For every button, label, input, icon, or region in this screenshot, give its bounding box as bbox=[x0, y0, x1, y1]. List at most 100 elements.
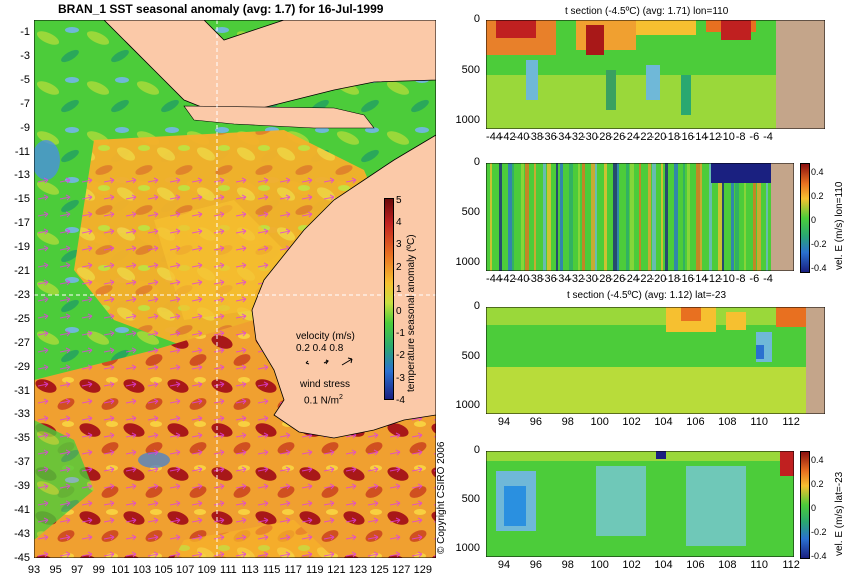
velocity-stripe bbox=[556, 163, 558, 271]
x-tick-label: 102 bbox=[622, 559, 641, 571]
x-tick-label: 104 bbox=[654, 559, 673, 571]
x-tick-label: 96 bbox=[529, 559, 543, 571]
velocity-stripe bbox=[490, 163, 492, 271]
x-tick-label: 100 bbox=[590, 416, 609, 428]
velocity-stripe bbox=[709, 163, 712, 271]
x-tick-label: -36 bbox=[540, 273, 557, 285]
x-tick-label: -44 bbox=[486, 131, 502, 143]
x-tick-label: -38 bbox=[527, 131, 544, 143]
x-tick-label: 98 bbox=[561, 559, 574, 571]
lon-tick-label: 125 bbox=[370, 564, 389, 576]
velocity-stripe bbox=[683, 163, 685, 271]
x-tick-label: -12 bbox=[705, 131, 722, 143]
velocity-stripe bbox=[582, 163, 585, 271]
x-tick-label: -24 bbox=[623, 131, 639, 143]
map-colorbar-label: temperature seasonal anomaly (ºC) bbox=[406, 234, 417, 392]
depth-tick-label: 500 bbox=[461, 493, 480, 505]
x-tick-label: -32 bbox=[568, 131, 585, 143]
velocity-legend-label: velocity (m/s) bbox=[296, 331, 355, 342]
depth-tick-label: 0 bbox=[473, 444, 480, 456]
lon-tick-label: 105 bbox=[154, 564, 173, 576]
x-tick-label: -32 bbox=[568, 273, 585, 285]
panel4-colorbar bbox=[800, 451, 810, 559]
x-tick-label: -24 bbox=[623, 273, 639, 285]
velocity-stripe bbox=[626, 163, 629, 271]
panel3-title: t section (-4.5ºC) (avg: 1.12) lat=-23 bbox=[567, 290, 726, 301]
velocity-stripe bbox=[687, 163, 690, 271]
panel4-velocity-section bbox=[486, 451, 794, 557]
lon-tick-label: 121 bbox=[327, 564, 346, 576]
x-tick-label: -14 bbox=[691, 273, 708, 285]
velocity-stripe bbox=[534, 163, 536, 271]
x-tick-label: -44 bbox=[486, 273, 502, 285]
lon-tick-label: 101 bbox=[111, 564, 130, 576]
velocity-stripe bbox=[766, 163, 768, 271]
colorbar-tick-label: 0 bbox=[396, 306, 402, 317]
lat-tick-label: -45 bbox=[14, 551, 30, 564]
x-tick-label: -20 bbox=[650, 273, 667, 285]
x-tick-label: -14 bbox=[691, 131, 708, 143]
colorbar-tick-label: 5 bbox=[396, 195, 402, 206]
velocity-stripe bbox=[700, 163, 702, 271]
x-tick-label: 104 bbox=[654, 416, 673, 428]
map-title: BRAN_1 SST seasonal anomaly (avg: 1.7) f… bbox=[58, 2, 384, 16]
x-tick-label: -40 bbox=[513, 131, 530, 143]
x-tick-label: -42 bbox=[499, 131, 516, 143]
colorbar-tick-label: 4 bbox=[396, 217, 402, 229]
lon-tick-label: 129 bbox=[413, 564, 432, 576]
x-tick-label: 94 bbox=[497, 416, 511, 428]
x-tick-label: 106 bbox=[686, 559, 705, 571]
x-tick-label: -8 bbox=[735, 273, 746, 285]
velocity-stripe bbox=[696, 163, 700, 271]
wind-legend-label: wind stress bbox=[300, 379, 351, 390]
lat-tick-label: -39 bbox=[14, 480, 30, 493]
velocity-stripe bbox=[512, 163, 514, 271]
depth-tick-label: 0 bbox=[473, 300, 480, 312]
lat-tick-label: -29 bbox=[14, 360, 30, 373]
lon-tick-label: 107 bbox=[176, 564, 195, 576]
velocity-stripe bbox=[543, 163, 546, 271]
lon-tick-label: 115 bbox=[262, 564, 281, 576]
velocity-stripe bbox=[617, 163, 619, 271]
velocity-stripe bbox=[753, 163, 756, 271]
lon-tick-label: 109 bbox=[197, 564, 216, 576]
lon-tick-label: 97 bbox=[71, 564, 84, 576]
x-tick-label: 108 bbox=[718, 559, 737, 571]
x-tick-label: -6 bbox=[749, 131, 760, 143]
colorbar-tick-label: 0.4 bbox=[811, 167, 824, 177]
panel4-colorbar-label: vel. E (m/s) lat=-23 bbox=[834, 471, 845, 556]
colorbar-tick-label: 3 bbox=[396, 239, 402, 251]
x-tick-label: 112 bbox=[782, 559, 800, 571]
lat-tick-label: -7 bbox=[20, 97, 30, 110]
lat-tick-label: -9 bbox=[20, 121, 30, 134]
x-tick-label: -22 bbox=[636, 131, 653, 143]
lat-tick-label: -19 bbox=[14, 241, 30, 254]
velocity-legend-values: 0.2 0.4 0.8 bbox=[296, 343, 344, 354]
x-tick-label: -20 bbox=[650, 131, 667, 143]
x-tick-label: -34 bbox=[554, 273, 571, 285]
lat-tick-label: -11 bbox=[14, 145, 30, 158]
velocity-stripe bbox=[731, 163, 734, 271]
colorbar-tick-label: -0.4 bbox=[811, 551, 827, 561]
lat-tick-label: -31 bbox=[14, 384, 30, 397]
depth-tick-label: 1000 bbox=[455, 542, 480, 554]
map-colorbar bbox=[384, 198, 394, 400]
velocity-stripe bbox=[648, 163, 651, 271]
velocity-stripe bbox=[652, 163, 656, 271]
lon-tick-label: 113 bbox=[241, 564, 259, 576]
colorbar-tick-label: -0.2 bbox=[811, 527, 827, 537]
depth-tick-label: 1000 bbox=[455, 114, 480, 126]
x-tick-label: -26 bbox=[609, 273, 626, 285]
colorbar-tick-label: 1 bbox=[396, 283, 402, 295]
x-tick-label: -28 bbox=[595, 131, 612, 143]
colorbar-tick-label: -1 bbox=[396, 328, 405, 340]
velocity-legend-arrows bbox=[305, 357, 353, 366]
x-tick-label: -18 bbox=[664, 131, 681, 143]
x-tick-label: -10 bbox=[718, 131, 735, 143]
lat-tick-label: -17 bbox=[14, 217, 30, 230]
x-tick-label: -34 bbox=[554, 131, 571, 143]
x-tick-label: -36 bbox=[540, 131, 557, 143]
x-tick-label: 94 bbox=[497, 559, 511, 571]
x-tick-label: -28 bbox=[595, 273, 612, 285]
x-tick-label: 112 bbox=[782, 416, 800, 428]
